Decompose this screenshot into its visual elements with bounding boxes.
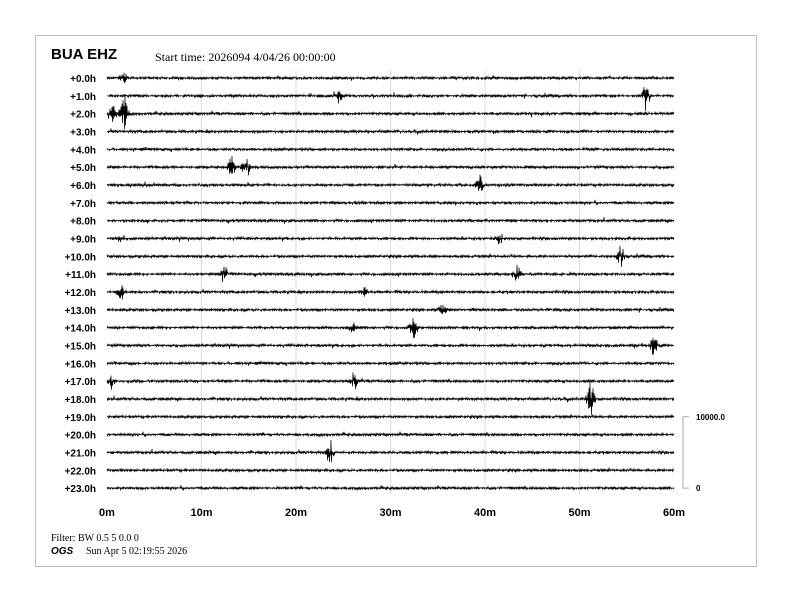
x-tick-label: 40m — [474, 507, 496, 519]
start-time: Start time: 2026094 4/04/26 00:00:00 — [155, 50, 336, 64]
seismic-trace — [106, 233, 675, 245]
row-label: +15.0h — [65, 341, 96, 352]
seismic-trace — [106, 372, 675, 390]
seismic-trace — [106, 87, 675, 112]
row-label: +13.0h — [65, 306, 96, 317]
seismic-trace — [106, 93, 675, 130]
seismic-trace — [106, 467, 675, 474]
seismic-trace — [106, 304, 675, 315]
scale-top-label: 10000.0 — [696, 413, 725, 422]
seismic-trace — [106, 360, 675, 367]
seismic-trace — [106, 146, 675, 153]
row-label: +6.0h — [70, 181, 96, 192]
seismic-trace — [106, 318, 675, 339]
row-label: +0.0h — [70, 74, 96, 85]
scale-bottom-label: 0 — [696, 484, 701, 493]
plot-frame — [35, 35, 757, 567]
row-label: +3.0h — [70, 127, 96, 138]
seismic-trace — [106, 174, 675, 191]
row-label: +17.0h — [65, 377, 96, 388]
x-tick-label: 0m — [99, 507, 115, 519]
org-logo: OGS — [51, 546, 74, 557]
row-label: +12.0h — [65, 288, 96, 299]
seismic-trace — [106, 382, 675, 415]
seismic-trace — [106, 128, 675, 135]
seismic-trace — [106, 285, 675, 300]
seismic-trace — [106, 264, 675, 283]
station-title: BUA EHZ — [51, 46, 118, 63]
row-label: +11.0h — [65, 270, 96, 281]
row-label: +5.0h — [70, 163, 96, 174]
seismic-trace — [106, 337, 675, 355]
row-label: +19.0h — [65, 413, 96, 424]
row-label: +2.0h — [70, 110, 96, 121]
row-label: +9.0h — [70, 234, 96, 245]
seismic-trace — [106, 413, 675, 420]
filter-info: Filter: BW 0.5 5 0.0 0 — [51, 533, 139, 544]
seismic-trace — [106, 199, 675, 206]
x-tick-label: 20m — [285, 507, 307, 519]
row-label: +23.0h — [65, 484, 96, 495]
x-tick-label: 10m — [190, 507, 212, 519]
row-label: +14.0h — [65, 324, 96, 335]
row-label: +10.0h — [65, 252, 96, 263]
row-label: +22.0h — [65, 466, 96, 477]
x-tick-label: 60m — [663, 507, 685, 519]
plot-timestamp: Sun Apr 5 02:19:55 2026 — [86, 546, 188, 557]
row-label: +7.0h — [70, 199, 96, 210]
row-label: +18.0h — [65, 395, 96, 406]
seismic-trace — [106, 217, 675, 224]
seismic-trace — [106, 440, 675, 463]
row-label: +8.0h — [70, 217, 96, 228]
row-label: +20.0h — [65, 431, 96, 442]
row-label: +21.0h — [65, 448, 96, 459]
x-tick-label: 50m — [568, 507, 590, 519]
row-label: +1.0h — [70, 92, 96, 103]
x-tick-label: 30m — [379, 507, 401, 519]
row-label: +4.0h — [70, 145, 96, 156]
seismic-trace — [106, 245, 675, 267]
seismic-trace — [106, 484, 675, 492]
seismic-trace — [106, 431, 675, 438]
scale-bar — [682, 416, 689, 489]
seismic-trace — [106, 155, 675, 176]
row-label: +16.0h — [65, 359, 96, 370]
seismic-trace — [106, 72, 675, 84]
